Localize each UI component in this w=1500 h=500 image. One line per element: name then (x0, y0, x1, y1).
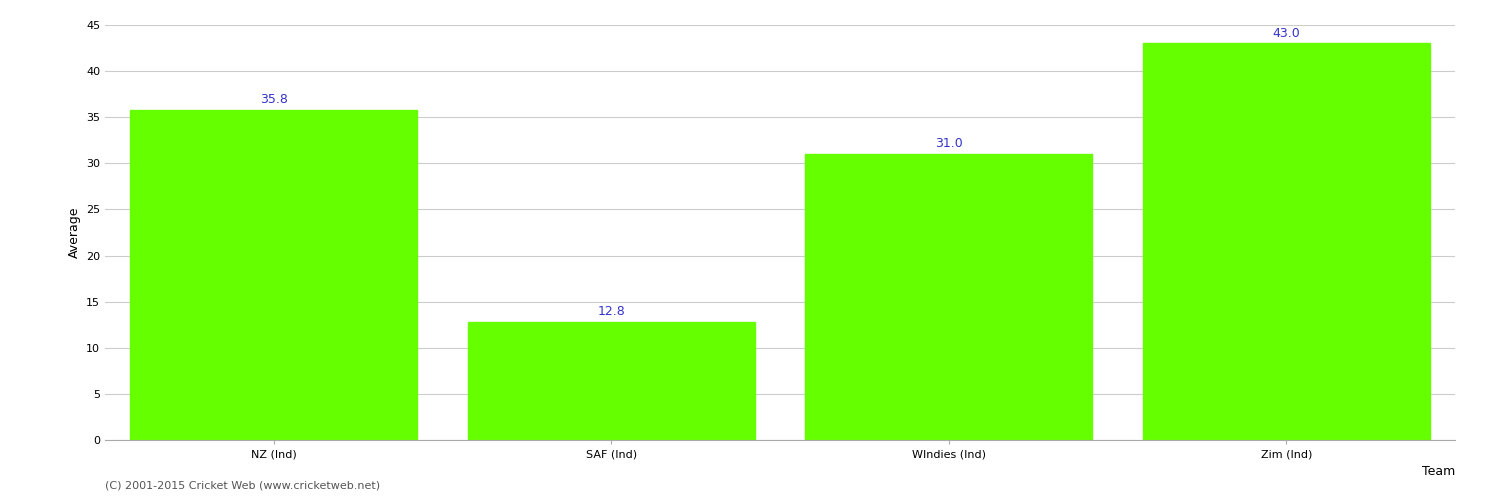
X-axis label: Team: Team (1422, 464, 1455, 477)
Bar (1143, 44, 1430, 440)
Text: 31.0: 31.0 (934, 138, 963, 150)
Text: 43.0: 43.0 (1272, 27, 1300, 40)
Text: (C) 2001-2015 Cricket Web (www.cricketweb.net): (C) 2001-2015 Cricket Web (www.cricketwe… (105, 480, 380, 490)
Text: 12.8: 12.8 (597, 306, 626, 318)
Text: 35.8: 35.8 (260, 93, 288, 106)
Bar (806, 154, 1092, 440)
Y-axis label: Average: Average (68, 207, 81, 258)
Bar (130, 110, 417, 440)
Bar (468, 322, 754, 440)
